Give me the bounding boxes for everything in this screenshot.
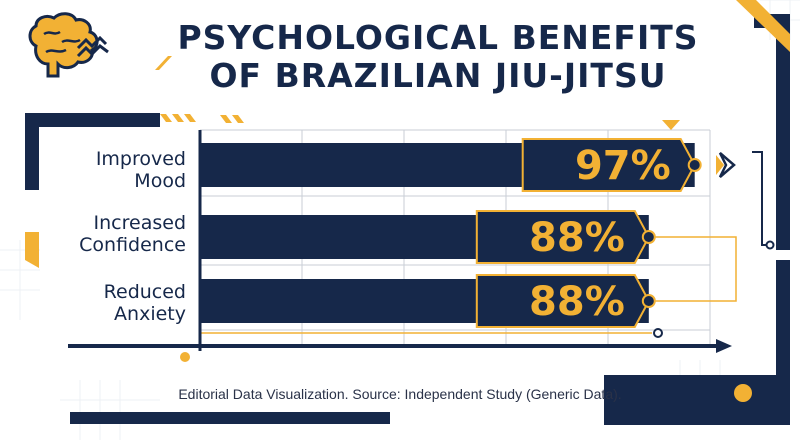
connector-node (653, 328, 663, 338)
category-label-line: Reduced (103, 281, 186, 303)
data-label: 88% (529, 215, 625, 261)
category-label-line: Confidence (79, 234, 186, 256)
bar-end-marker (641, 294, 656, 308)
category-label-reduced-anxiety: Reduced Anxiety (104, 281, 186, 325)
right-arrow-accent-fill (716, 155, 724, 175)
value-badge (475, 210, 650, 264)
right-arrow-accent (718, 152, 736, 178)
category-label-line: Anxiety (114, 303, 186, 325)
bar-end-marker (641, 230, 656, 244)
data-label: 88% (529, 279, 625, 325)
value-badge (521, 138, 696, 192)
category-label-line: Mood (134, 170, 186, 192)
title-line-1: PSYCHOLOGICAL BENEFITS (177, 18, 699, 57)
source-note: Editorial Data Visualization. Source: In… (178, 386, 622, 402)
bar-end-marker (687, 158, 702, 172)
category-label-line: Increased (93, 212, 186, 234)
connector-line (654, 236, 737, 302)
top-marker-triangle (662, 120, 680, 130)
category-label-improved-mood: Improved Mood (96, 148, 186, 192)
data-label: 97% (575, 143, 671, 189)
title-line-2: OF BRAZILIAN JIU-JITSU (209, 56, 667, 95)
brain-icon (28, 12, 109, 78)
value-badge (475, 274, 650, 328)
category-label-line: Improved (95, 148, 186, 170)
x-axis-arrowhead (716, 339, 732, 353)
category-label-increased-confidence: Increased Confidence (79, 212, 186, 256)
